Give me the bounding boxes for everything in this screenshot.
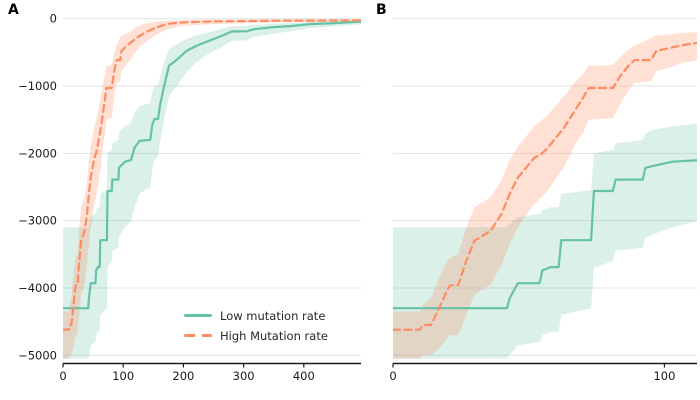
x-tick-label: 400 xyxy=(293,369,315,383)
y-tick-label: −4000 xyxy=(18,281,57,295)
legend-item-low-mutation: Low mutation rate xyxy=(184,308,328,323)
panel-a-label: A xyxy=(8,2,19,18)
y-tick-label: −5000 xyxy=(18,348,57,362)
panel-b-label: B xyxy=(376,2,387,18)
legend-label-high-mutation: High Mutation rate xyxy=(220,328,328,343)
legend: Low mutation rate High Mutation rate xyxy=(184,308,328,343)
low-mutation-line-sample xyxy=(184,314,212,317)
line-series-0 xyxy=(393,159,697,310)
band-series-0 xyxy=(63,20,361,359)
line-series-1 xyxy=(393,41,697,331)
x-tick-label: 0 xyxy=(59,369,66,383)
y-tick-label: 0 xyxy=(50,12,57,26)
x-tick-label: 0 xyxy=(389,369,396,383)
x-tick-label: 300 xyxy=(233,369,255,383)
panel-a: 0 100 200 300 400 0 −1000 −2000 −3000 −4000 −5000 xyxy=(18,12,361,383)
legend-label-low-mutation: Low mutation rate xyxy=(220,308,326,323)
band-series-1 xyxy=(393,32,697,359)
high-mutation-line-sample xyxy=(184,334,212,337)
y-tick-label: −1000 xyxy=(18,79,57,93)
panel-b: 0 100 xyxy=(389,18,697,383)
line-series-0 xyxy=(63,20,361,310)
line-series-1 xyxy=(63,19,361,331)
band-series-0 xyxy=(393,123,697,359)
x-tick-label: 200 xyxy=(172,369,194,383)
y-tick-label: −3000 xyxy=(18,214,57,228)
x-tick-label: 100 xyxy=(112,369,134,383)
y-tick-label: −2000 xyxy=(18,146,57,160)
legend-item-high-mutation: High Mutation rate xyxy=(184,328,328,343)
x-tick-label: 100 xyxy=(653,369,675,383)
